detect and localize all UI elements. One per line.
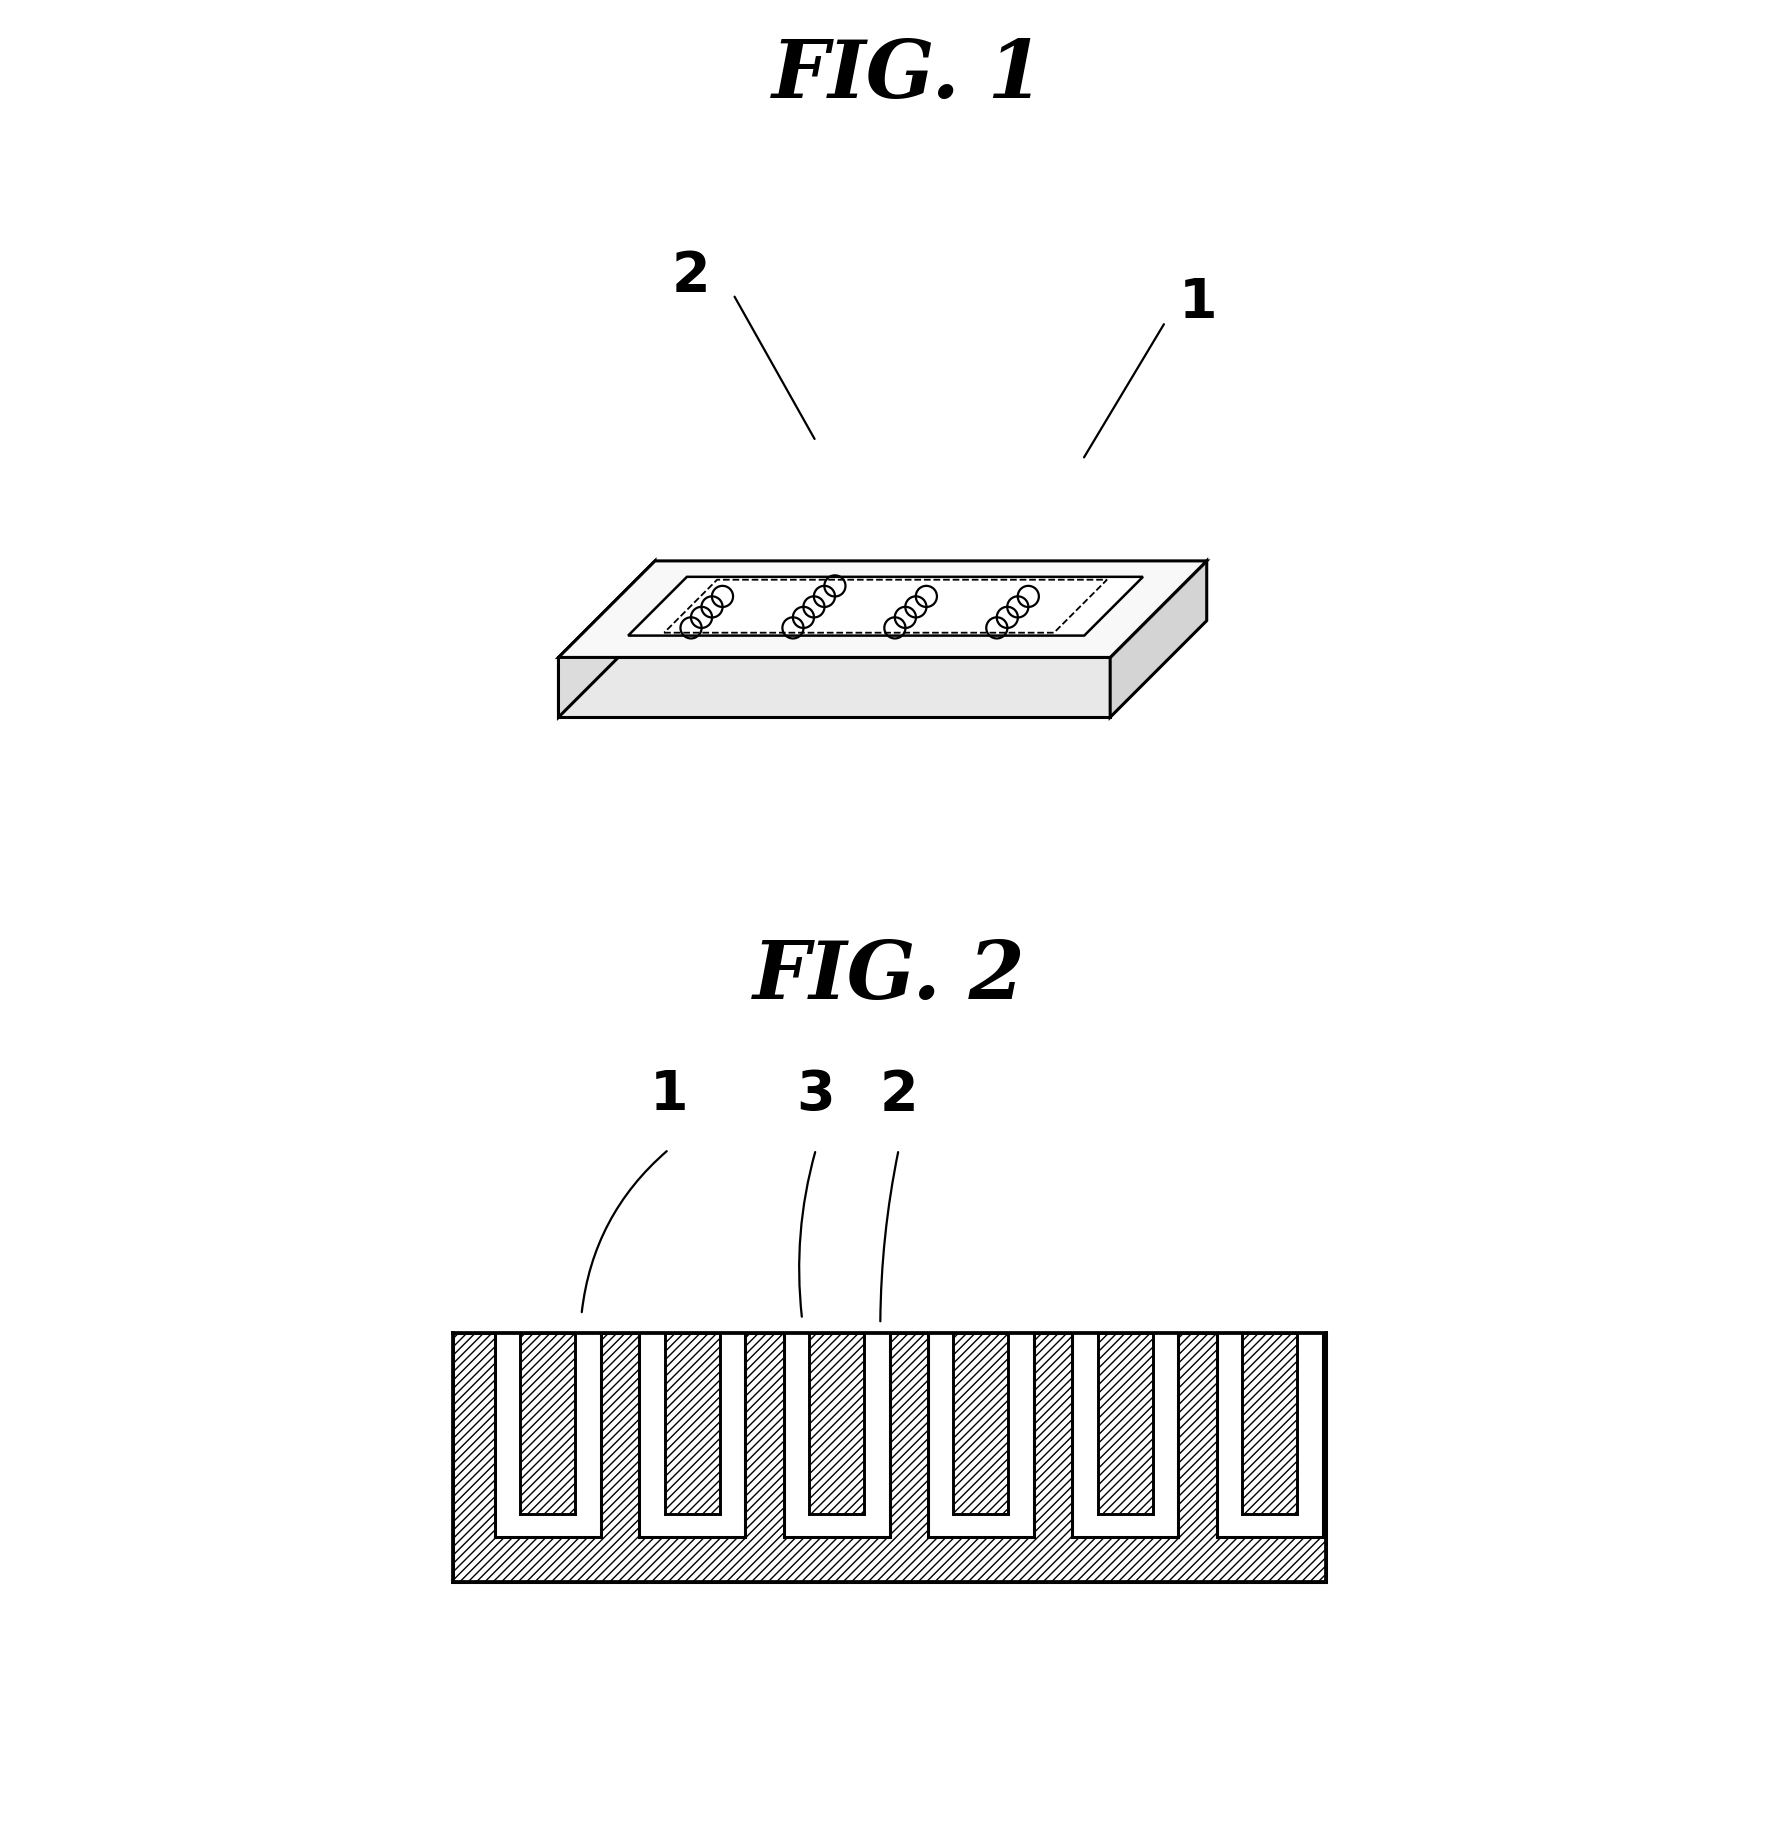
Text: FIG. 1: FIG. 1 [772, 37, 1044, 114]
Bar [1217, 1333, 1322, 1537]
Bar [665, 1333, 720, 1513]
Text: 2: 2 [879, 1068, 918, 1122]
Polygon shape [559, 658, 1110, 717]
Bar [785, 1333, 890, 1537]
Polygon shape [559, 561, 655, 717]
Bar [809, 1333, 865, 1513]
Bar [1073, 1333, 1178, 1537]
Bar [521, 1333, 575, 1513]
Polygon shape [628, 577, 1142, 636]
Text: 3: 3 [797, 1068, 836, 1122]
Polygon shape [559, 561, 1206, 658]
Bar [1242, 1333, 1297, 1513]
Text: 1: 1 [1179, 276, 1219, 331]
Bar [639, 1333, 745, 1537]
Bar [1098, 1333, 1153, 1513]
Text: FIG. 2: FIG. 2 [753, 938, 1026, 1015]
Bar [929, 1333, 1034, 1537]
Text: 2: 2 [672, 248, 710, 303]
Bar [452, 1333, 1327, 1582]
Bar [495, 1333, 601, 1537]
Polygon shape [1110, 561, 1206, 717]
Text: 1: 1 [649, 1068, 688, 1122]
Bar [954, 1333, 1009, 1513]
